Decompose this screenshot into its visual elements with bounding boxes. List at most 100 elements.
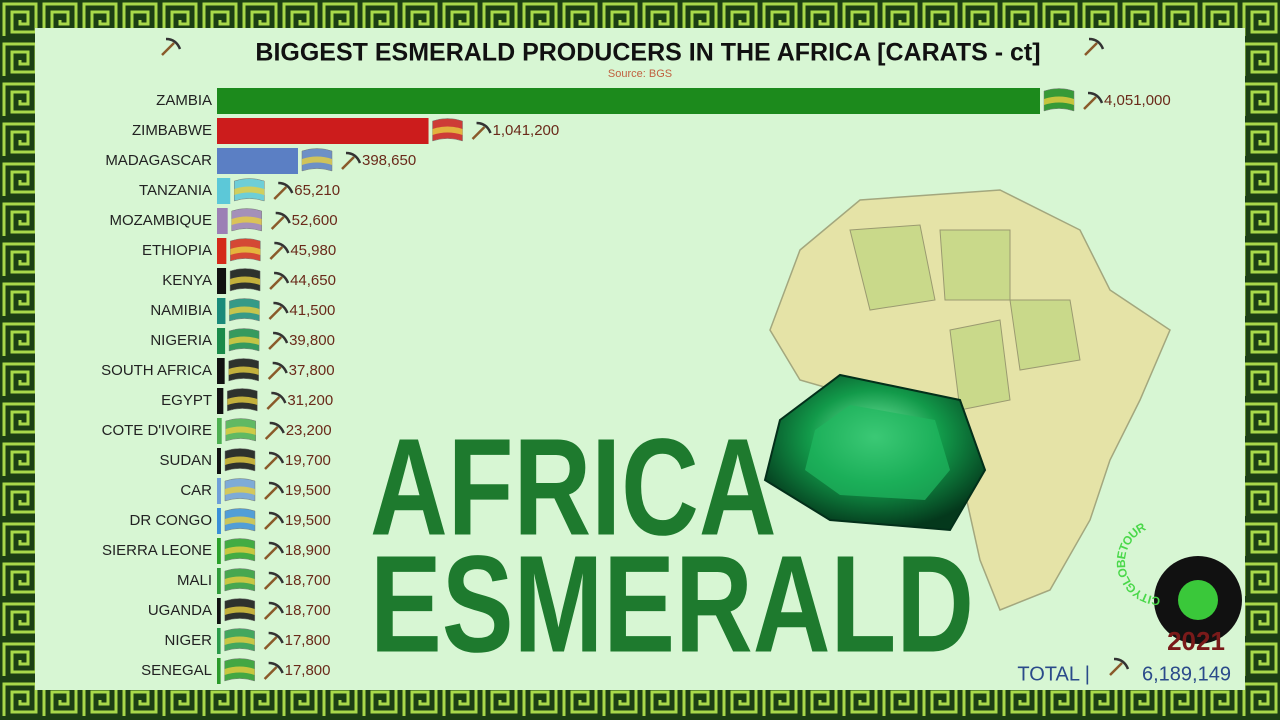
pickaxe-icon <box>269 246 284 260</box>
flag-stripe <box>224 606 255 615</box>
pickaxe-icon <box>268 336 282 350</box>
value-label: 18,900 <box>285 542 331 559</box>
pickaxe-icon <box>341 156 355 170</box>
pickaxe-icon <box>268 541 285 554</box>
pickaxe-icon <box>273 186 288 200</box>
category-label: TANZANIA <box>139 182 212 199</box>
category-label: CAR <box>180 482 212 499</box>
headline: AFRICA <box>370 411 777 565</box>
flag-stripe <box>230 246 261 255</box>
pickaxe-icon <box>1084 42 1098 56</box>
pickaxe-icon <box>345 151 362 164</box>
pickaxe-icon <box>274 271 290 284</box>
category-label: MADAGASCAR <box>105 152 212 169</box>
bar <box>217 388 224 414</box>
pickaxe-icon <box>165 37 182 50</box>
flag-stripe <box>227 396 258 405</box>
bar <box>217 418 222 444</box>
pickaxe-icon <box>263 636 278 650</box>
bar <box>217 538 221 564</box>
category-label: EGYPT <box>161 392 212 409</box>
bar <box>217 448 222 474</box>
category-label: DR CONGO <box>130 512 213 529</box>
pickaxe-icon <box>269 276 283 290</box>
pickaxe-icon <box>263 546 278 560</box>
flag-stripe <box>228 366 259 375</box>
pickaxe-icon <box>1113 657 1130 670</box>
flag-stripe <box>225 426 256 435</box>
category-label: KENYA <box>162 272 212 289</box>
logo-center <box>1178 580 1218 620</box>
pickaxe-icon <box>268 481 285 494</box>
category-label: COTE D'IVOIRE <box>102 422 212 439</box>
value-label: 39,800 <box>289 332 335 349</box>
headline-1-wrap: AFRICA <box>370 411 777 565</box>
pickaxe-icon <box>268 631 284 644</box>
category-label: SIERRA LEONE <box>102 542 212 559</box>
category-label: NIGER <box>164 632 212 649</box>
pickaxe-icon <box>278 181 294 194</box>
category-label: MALI <box>177 572 212 589</box>
pickaxe-icon <box>263 606 278 620</box>
value-label: 45,980 <box>290 242 336 259</box>
bar <box>217 598 221 624</box>
value-label: 19,700 <box>285 452 331 469</box>
map-regions <box>849 224 1081 411</box>
flag-stripe <box>225 456 256 465</box>
flag-stripe <box>234 186 265 195</box>
bar <box>217 268 227 294</box>
headline: ESMERALD <box>370 528 974 682</box>
pickaxe-icon <box>1088 37 1105 50</box>
chart-subtitle: Source: BGS <box>608 68 672 80</box>
pickaxe-icon <box>1083 96 1097 110</box>
pickaxe-icon <box>264 426 279 440</box>
pickaxe-icon <box>268 571 284 584</box>
flag-stripe <box>224 636 255 645</box>
pickaxe-icon <box>270 216 285 230</box>
value-label: 398,650 <box>362 152 416 169</box>
bar <box>217 148 298 174</box>
value-label: 19,500 <box>285 482 331 499</box>
value-label: 17,800 <box>285 662 331 679</box>
value-label: 52,600 <box>292 212 338 229</box>
flag-stripe <box>432 126 463 135</box>
pickaxe-icon <box>1109 662 1123 676</box>
flag-stripe <box>224 666 255 675</box>
pickaxe-icon <box>266 396 281 410</box>
value-label: 4,051,000 <box>1104 92 1171 109</box>
bar <box>217 178 231 204</box>
flag-stripe <box>231 216 262 225</box>
flag-stripe <box>229 306 260 315</box>
bar <box>217 238 227 264</box>
value-label: 41,500 <box>289 302 335 319</box>
flag-stripe <box>224 576 255 585</box>
flag-stripe <box>224 546 255 555</box>
bar <box>217 118 429 144</box>
bar <box>217 298 226 324</box>
pickaxe-icon <box>268 451 285 464</box>
flag-stripe <box>1044 96 1074 105</box>
pickaxe-icon <box>271 391 287 404</box>
flag-stripe <box>224 516 255 525</box>
flag-stripe <box>301 156 332 165</box>
bar <box>217 358 225 384</box>
pickaxe-icon <box>471 126 486 140</box>
pickaxe-icon <box>264 486 278 500</box>
value-label: 31,200 <box>287 392 333 409</box>
pickaxe-icon <box>161 42 175 56</box>
category-label: SENEGAL <box>141 662 212 679</box>
pickaxe-icon <box>263 576 278 590</box>
bar <box>217 568 221 594</box>
value-label: 18,700 <box>285 572 331 589</box>
year: 2021 <box>1167 626 1225 656</box>
pickaxe-icon <box>267 366 282 380</box>
category-label: ZAMBIA <box>156 92 212 109</box>
pickaxe-icon <box>1087 91 1104 104</box>
pickaxe-icon <box>268 661 284 674</box>
value-label: 37,800 <box>289 362 335 379</box>
flag-stripe <box>230 276 261 285</box>
pickaxe-icon <box>263 666 278 680</box>
emerald <box>763 373 987 532</box>
bar <box>217 88 1040 114</box>
